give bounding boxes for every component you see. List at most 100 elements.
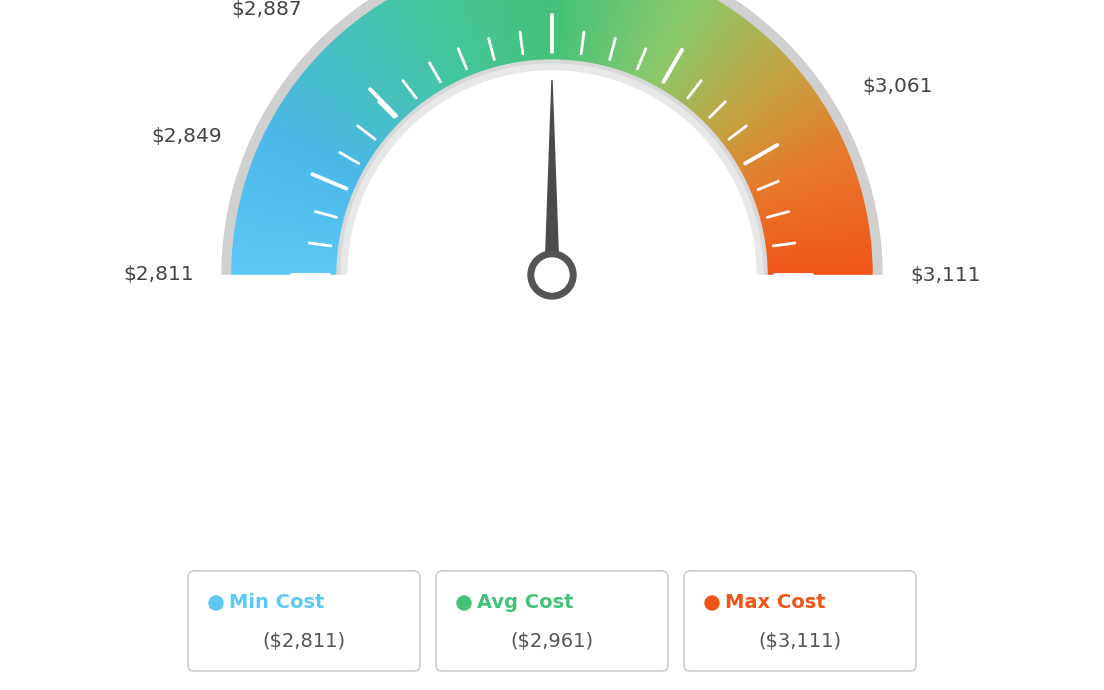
Wedge shape [712, 61, 792, 132]
Wedge shape [664, 1, 721, 92]
Wedge shape [245, 183, 347, 215]
Wedge shape [765, 235, 870, 250]
Wedge shape [252, 160, 351, 200]
Wedge shape [401, 0, 453, 86]
Wedge shape [235, 225, 340, 244]
Wedge shape [268, 124, 362, 175]
Wedge shape [609, 0, 641, 68]
Wedge shape [431, 0, 473, 76]
Wedge shape [526, 0, 537, 61]
Wedge shape [598, 0, 625, 66]
Wedge shape [232, 268, 337, 273]
Wedge shape [767, 265, 872, 270]
Wedge shape [437, 0, 477, 75]
Wedge shape [532, 0, 541, 61]
Wedge shape [719, 74, 803, 141]
Wedge shape [386, 0, 443, 91]
Wedge shape [378, 5, 437, 95]
Wedge shape [330, 41, 405, 120]
Wedge shape [323, 49, 400, 125]
Wedge shape [280, 104, 371, 161]
Wedge shape [338, 35, 410, 115]
Wedge shape [291, 87, 378, 150]
Wedge shape [581, 0, 598, 62]
Wedge shape [641, 0, 688, 81]
Wedge shape [519, 0, 532, 61]
Text: ($3,111): ($3,111) [758, 631, 841, 651]
Wedge shape [682, 20, 749, 105]
Wedge shape [760, 193, 862, 221]
Wedge shape [395, 0, 448, 88]
Wedge shape [578, 0, 595, 62]
Wedge shape [381, 3, 438, 93]
Wedge shape [755, 170, 856, 206]
Wedge shape [238, 208, 342, 233]
Wedge shape [680, 18, 745, 104]
Wedge shape [297, 79, 382, 145]
Wedge shape [233, 241, 338, 255]
Wedge shape [744, 132, 840, 181]
Wedge shape [270, 121, 363, 173]
Wedge shape [355, 20, 422, 105]
Wedge shape [375, 7, 435, 96]
Wedge shape [425, 0, 469, 78]
Wedge shape [499, 0, 519, 63]
Wedge shape [257, 148, 354, 192]
Wedge shape [237, 212, 341, 235]
Wedge shape [233, 252, 338, 262]
Wedge shape [601, 0, 628, 66]
Wedge shape [341, 64, 763, 275]
Wedge shape [440, 0, 479, 73]
Wedge shape [496, 0, 517, 63]
Wedge shape [616, 0, 651, 70]
Wedge shape [410, 0, 458, 82]
Wedge shape [492, 0, 514, 63]
Wedge shape [728, 90, 815, 152]
Wedge shape [506, 0, 523, 62]
Wedge shape [542, 0, 548, 60]
Wedge shape [646, 0, 694, 82]
Wedge shape [635, 0, 679, 78]
Wedge shape [767, 268, 872, 273]
Wedge shape [236, 218, 340, 239]
Wedge shape [237, 215, 341, 237]
Text: Max Cost: Max Cost [725, 593, 826, 613]
Wedge shape [234, 238, 339, 253]
Wedge shape [644, 0, 691, 81]
Wedge shape [716, 68, 798, 138]
Wedge shape [639, 0, 686, 79]
Wedge shape [659, 0, 715, 90]
Wedge shape [469, 0, 499, 68]
Wedge shape [651, 0, 703, 86]
Wedge shape [479, 0, 506, 66]
Wedge shape [677, 14, 740, 101]
Wedge shape [238, 205, 342, 230]
Wedge shape [567, 0, 578, 61]
Wedge shape [370, 10, 432, 99]
Wedge shape [763, 212, 867, 235]
Wedge shape [765, 238, 870, 253]
Wedge shape [658, 0, 712, 89]
Wedge shape [258, 145, 355, 190]
Wedge shape [705, 51, 783, 126]
Wedge shape [304, 71, 386, 139]
Wedge shape [343, 30, 413, 112]
Wedge shape [447, 0, 484, 72]
Wedge shape [656, 0, 709, 88]
Wedge shape [596, 0, 622, 65]
Wedge shape [295, 81, 381, 147]
Wedge shape [736, 109, 827, 166]
Wedge shape [710, 59, 789, 131]
Wedge shape [413, 0, 460, 81]
Wedge shape [287, 92, 375, 154]
Wedge shape [232, 258, 338, 266]
Wedge shape [241, 199, 343, 226]
Wedge shape [694, 35, 766, 115]
Wedge shape [319, 54, 396, 128]
Wedge shape [406, 0, 456, 83]
Wedge shape [614, 0, 648, 70]
Wedge shape [620, 0, 657, 72]
Wedge shape [450, 0, 486, 71]
Wedge shape [587, 0, 608, 63]
Wedge shape [243, 189, 344, 219]
